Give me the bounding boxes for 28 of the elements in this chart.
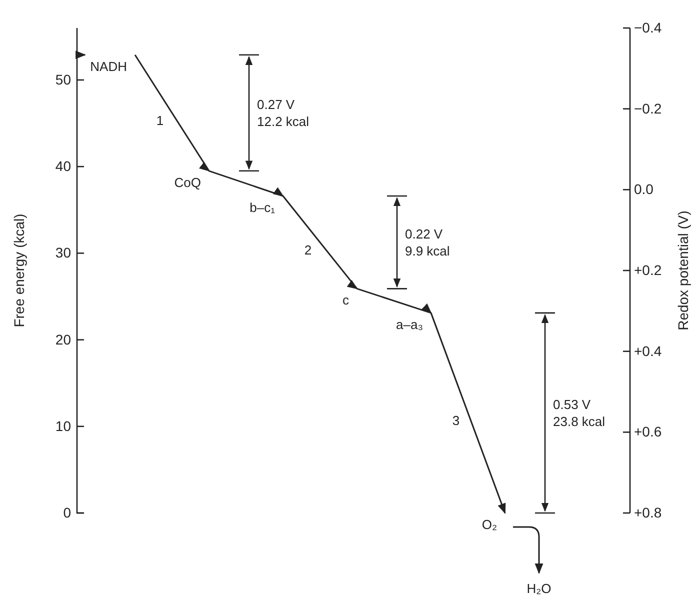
- y-tick-label: 50: [55, 71, 72, 88]
- y-tick-label: 40: [55, 158, 72, 174]
- annotation: NADH: [90, 58, 127, 74]
- annotation: a–a₃: [396, 316, 423, 332]
- annotation: 2: [304, 242, 312, 258]
- y-tick-label: 30: [55, 244, 72, 261]
- text: 0.53 V 23.8 kcal: [553, 396, 606, 429]
- annotation: 1: [156, 112, 164, 128]
- text: O₂: [482, 517, 497, 532]
- text: H₂O: [526, 581, 552, 596]
- y2-tick-label: −0.2: [634, 100, 662, 116]
- y2-axis-title: Redox potential (V): [675, 210, 691, 330]
- y-tick-label: 20: [55, 331, 72, 348]
- y2-tick-label: +0.2: [634, 262, 662, 278]
- y2-tick-label: +0.4: [634, 342, 662, 359]
- annotation: c: [342, 292, 350, 308]
- y2-tick-label: +0.6: [634, 424, 662, 440]
- annotation: 0.27 V 12.2 kcal: [257, 96, 310, 129]
- annotation: 3: [452, 412, 460, 428]
- annotation: 0.22 V 9.9 kcal: [405, 226, 450, 258]
- annotation: CoQ: [174, 174, 201, 190]
- annotation: b–c₁: [250, 200, 276, 216]
- y-tick-label: 10: [55, 418, 72, 434]
- y-axis-title: Free energy (kcal): [11, 214, 27, 328]
- y2-tick-label: +0.8: [634, 504, 662, 520]
- y2-tick-label: 0.0: [634, 181, 654, 198]
- y-tick-label: 0: [63, 504, 72, 520]
- y2-tick-label: −0.4: [634, 19, 662, 36]
